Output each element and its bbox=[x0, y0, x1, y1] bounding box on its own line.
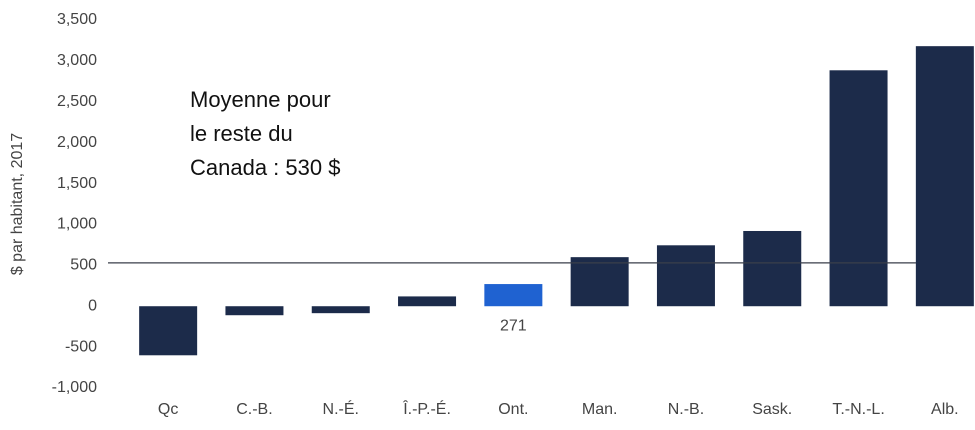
y-tick-label: 0 bbox=[88, 297, 97, 314]
data-label: 271 bbox=[500, 317, 527, 334]
x-tick-label: Man. bbox=[582, 401, 618, 418]
y-tick-label: -1,000 bbox=[52, 379, 97, 396]
bar bbox=[139, 306, 198, 356]
x-tick-label: T.-N.-L. bbox=[832, 401, 884, 418]
bar bbox=[656, 245, 715, 307]
y-tick-label: 1,000 bbox=[57, 216, 97, 233]
annotation: Canada : 530 $ bbox=[190, 155, 340, 180]
x-tick-label: Alb. bbox=[931, 401, 959, 418]
bar bbox=[743, 230, 802, 307]
annotation: le reste du bbox=[190, 121, 293, 146]
bar bbox=[398, 296, 457, 307]
y-tick-label: 500 bbox=[70, 257, 97, 274]
y-tick-label: 3,000 bbox=[57, 52, 97, 69]
bar bbox=[915, 46, 974, 307]
x-tick-label: Qc bbox=[158, 401, 178, 418]
y-axis-label: $ par habitant, 2017 bbox=[9, 133, 26, 275]
bar bbox=[484, 284, 543, 307]
y-tick-label: 1,500 bbox=[57, 175, 97, 192]
x-tick-label: Ont. bbox=[498, 401, 528, 418]
y-tick-label: 2,000 bbox=[57, 134, 97, 151]
bar bbox=[829, 70, 888, 307]
x-tick-label: C.-B. bbox=[236, 401, 272, 418]
x-tick-label: Sask. bbox=[752, 401, 792, 418]
y-tick-label: -500 bbox=[65, 338, 97, 355]
bar bbox=[570, 257, 629, 307]
y-tick-label: 3,500 bbox=[57, 11, 97, 28]
annotation: Moyenne pour bbox=[190, 87, 331, 112]
bar bbox=[225, 306, 284, 316]
x-tick-label: Î.-P.-É. bbox=[402, 399, 451, 418]
y-tick-label: 2,500 bbox=[57, 93, 97, 110]
x-tick-label: N.-É. bbox=[323, 399, 359, 418]
x-tick-label: N.-B. bbox=[668, 401, 704, 418]
bar bbox=[311, 306, 370, 314]
